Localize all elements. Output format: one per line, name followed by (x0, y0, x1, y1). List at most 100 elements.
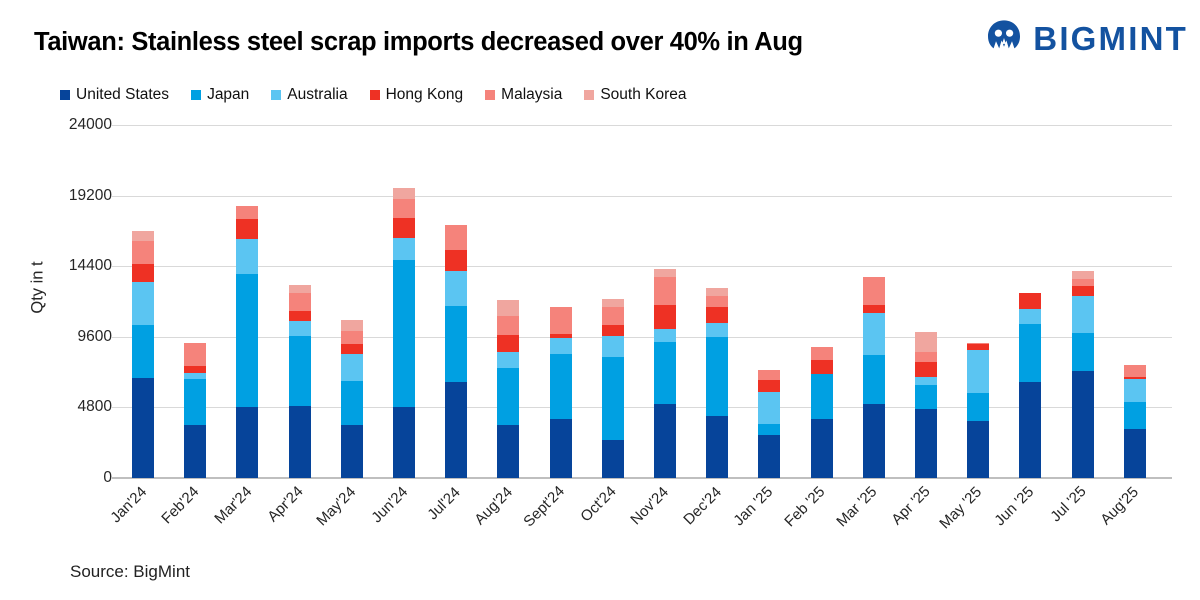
bar-segment[interactable] (862, 277, 885, 306)
bar-stack[interactable] (445, 225, 468, 478)
bar-segment[interactable] (549, 354, 572, 420)
bar-segment[interactable] (862, 305, 885, 313)
bar-segment[interactable] (915, 361, 937, 378)
bar-segment[interactable] (184, 343, 207, 367)
bar-stack[interactable] (654, 269, 676, 478)
bar-segment[interactable] (601, 325, 624, 337)
bar-segment[interactable] (549, 419, 572, 478)
bar-segment[interactable] (340, 330, 363, 345)
bar-segment[interactable] (497, 315, 520, 336)
bar-segment[interactable] (497, 335, 520, 352)
bar-segment[interactable] (915, 377, 937, 386)
bar-segment[interactable] (1123, 378, 1146, 402)
bar-segment[interactable] (497, 351, 520, 368)
bar-segment[interactable] (1123, 429, 1146, 478)
bar-segment[interactable] (132, 241, 154, 265)
bar-segment[interactable] (1071, 333, 1094, 372)
bar-segment[interactable] (132, 377, 154, 478)
bar-segment[interactable] (1071, 371, 1094, 478)
bar-stack[interactable] (184, 343, 207, 478)
bar-segment[interactable] (810, 347, 833, 361)
bar-segment[interactable] (967, 392, 990, 421)
bar-segment[interactable] (758, 435, 781, 478)
bar-segment[interactable] (601, 298, 624, 308)
bar-segment[interactable] (654, 341, 676, 405)
bar-segment[interactable] (810, 419, 833, 478)
bar-segment[interactable] (549, 306, 572, 334)
legend-item[interactable]: Hong Kong (369, 87, 463, 103)
bar-segment[interactable] (654, 329, 676, 342)
bar-segment[interactable] (445, 382, 468, 478)
bar-segment[interactable] (340, 344, 363, 355)
bar-segment[interactable] (393, 237, 415, 260)
bar-segment[interactable] (654, 404, 676, 478)
bar-stack[interactable] (967, 342, 990, 478)
legend-item[interactable]: United States (60, 87, 169, 103)
bar-segment[interactable] (1071, 296, 1094, 334)
bar-segment[interactable] (393, 188, 415, 200)
bar-segment[interactable] (654, 269, 676, 277)
bar-stack[interactable] (1019, 293, 1042, 478)
bar-segment[interactable] (758, 424, 781, 436)
bar-segment[interactable] (184, 378, 207, 426)
bar-segment[interactable] (967, 350, 990, 393)
bar-segment[interactable] (445, 250, 468, 272)
bar-segment[interactable] (497, 367, 520, 426)
bar-segment[interactable] (445, 305, 468, 383)
bar-segment[interactable] (601, 439, 624, 478)
bar-segment[interactable] (967, 420, 990, 478)
bar-segment[interactable] (340, 354, 363, 381)
bar-segment[interactable] (497, 425, 520, 478)
bar-segment[interactable] (184, 366, 207, 373)
bar-segment[interactable] (1019, 293, 1042, 309)
bar-segment[interactable] (132, 325, 154, 378)
bar-segment[interactable] (758, 369, 781, 381)
bar-segment[interactable] (236, 205, 259, 220)
bar-stack[interactable] (915, 331, 937, 478)
bar-segment[interactable] (862, 312, 885, 356)
bar-segment[interactable] (132, 230, 154, 242)
legend-item[interactable]: Japan (191, 87, 249, 103)
bar-segment[interactable] (810, 360, 833, 374)
bar-segment[interactable] (393, 199, 415, 218)
bar-segment[interactable] (288, 336, 311, 406)
bar-segment[interactable] (393, 217, 415, 238)
bar-segment[interactable] (340, 380, 363, 426)
bar-segment[interactable] (706, 322, 729, 337)
bar-segment[interactable] (862, 355, 885, 404)
bar-segment[interactable] (445, 225, 468, 251)
bar-stack[interactable] (758, 369, 781, 478)
bar-segment[interactable] (654, 276, 676, 306)
bar-segment[interactable] (967, 342, 990, 345)
bar-segment[interactable] (915, 385, 937, 409)
bar-segment[interactable] (706, 336, 729, 417)
bar-segment[interactable] (288, 405, 311, 478)
legend-item[interactable]: South Korea (584, 87, 687, 103)
bar-segment[interactable] (393, 406, 415, 478)
bar-segment[interactable] (706, 306, 729, 323)
bar-segment[interactable] (132, 264, 154, 283)
bar-segment[interactable] (340, 319, 363, 331)
bar-segment[interactable] (549, 333, 572, 338)
bar-segment[interactable] (915, 331, 937, 353)
bar-segment[interactable] (1123, 376, 1146, 379)
bar-segment[interactable] (236, 407, 259, 478)
bar-segment[interactable] (758, 391, 781, 425)
bar-segment[interactable] (340, 425, 363, 478)
bar-segment[interactable] (184, 425, 207, 478)
bar-segment[interactable] (1019, 323, 1042, 383)
legend-item[interactable]: Malaysia (485, 87, 562, 103)
bar-segment[interactable] (810, 373, 833, 420)
bar-segment[interactable] (1071, 286, 1094, 297)
bar-segment[interactable] (654, 305, 676, 330)
bar-stack[interactable] (862, 277, 885, 478)
bar-segment[interactable] (236, 219, 259, 239)
bar-segment[interactable] (549, 337, 572, 355)
bar-segment[interactable] (184, 372, 207, 379)
bar-segment[interactable] (967, 344, 990, 351)
bar-segment[interactable] (1019, 382, 1042, 478)
bar-segment[interactable] (497, 300, 520, 316)
legend-item[interactable]: Australia (271, 87, 348, 103)
bar-segment[interactable] (1071, 270, 1094, 280)
bar-stack[interactable] (497, 300, 520, 478)
